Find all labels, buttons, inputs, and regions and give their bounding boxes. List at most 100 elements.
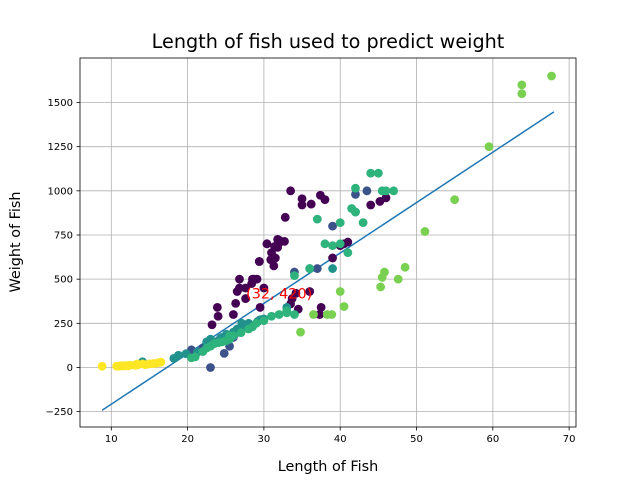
point-annotation: (32, 420) — [246, 286, 312, 302]
ticks: 10 20 30 40 50 60 70 −250 0 250 500 750 1000 1250 1500 — [46, 98, 576, 445]
data-point — [274, 310, 284, 319]
data-points — [97, 71, 556, 372]
data-point — [305, 287, 315, 296]
data-point — [312, 264, 322, 273]
y-tick-label: 1250 — [48, 142, 73, 153]
data-point — [320, 195, 330, 205]
y-tick-label: 750 — [54, 230, 73, 241]
data-point — [231, 298, 241, 308]
data-point — [280, 212, 290, 222]
data-point — [335, 287, 345, 296]
data-point — [212, 303, 222, 312]
data-point — [377, 186, 387, 196]
data-point — [517, 80, 527, 90]
data-point — [306, 199, 316, 209]
data-point — [190, 352, 200, 362]
y-tick-label: 250 — [54, 319, 73, 330]
data-point — [389, 186, 399, 196]
data-point — [320, 239, 330, 249]
data-point — [270, 253, 280, 263]
x-tick-label: 60 — [486, 434, 499, 445]
data-point — [351, 189, 360, 199]
data-point — [280, 236, 289, 246]
data-point — [547, 71, 556, 81]
data-point — [236, 328, 246, 338]
data-point — [286, 186, 296, 196]
x-tick-label: 70 — [563, 434, 576, 445]
chart-title: Length of fish used to predict weight — [152, 30, 505, 53]
data-point — [207, 320, 217, 330]
x-axis-label: Length of Fish — [278, 459, 379, 475]
data-point — [351, 207, 360, 217]
data-point — [225, 331, 234, 341]
data-point — [219, 348, 229, 358]
y-tick-label: 1500 — [48, 98, 73, 109]
y-axis-label: Weight of Fish — [8, 191, 24, 292]
y-tick-label: 1000 — [48, 186, 73, 197]
data-point — [309, 310, 318, 319]
data-point — [517, 89, 527, 99]
x-tick-label: 20 — [181, 434, 194, 445]
data-point — [380, 267, 389, 277]
data-point — [343, 248, 353, 258]
y-tick-label: 0 — [67, 363, 73, 374]
data-point — [235, 283, 244, 293]
data-point — [206, 363, 215, 372]
data-point — [328, 221, 337, 231]
data-point — [235, 274, 244, 284]
data-point — [296, 327, 305, 337]
data-point — [339, 302, 349, 311]
data-point — [262, 239, 272, 249]
data-point — [328, 253, 337, 263]
y-tick-label: −250 — [46, 407, 73, 418]
data-point — [315, 310, 325, 319]
data-point — [269, 261, 279, 271]
axes — [79, 57, 577, 428]
data-point — [252, 274, 262, 284]
x-tick-label: 10 — [105, 434, 118, 445]
data-point — [362, 186, 372, 196]
data-point — [358, 218, 368, 228]
data-point — [290, 310, 299, 319]
data-point — [328, 241, 337, 250]
data-point — [156, 357, 166, 367]
regression-line — [101, 111, 555, 411]
data-point — [291, 288, 301, 298]
data-point — [282, 308, 292, 318]
data-point — [400, 262, 410, 272]
data-point — [327, 310, 337, 319]
data-point — [335, 239, 345, 249]
data-point — [351, 183, 360, 193]
data-point — [259, 316, 269, 326]
data-point — [373, 168, 383, 178]
data-point — [213, 311, 223, 321]
data-point — [254, 257, 264, 266]
x-tick-label: 30 — [258, 434, 271, 445]
data-point — [312, 214, 322, 224]
data-point — [297, 200, 307, 210]
data-point — [366, 168, 376, 178]
data-point — [484, 142, 494, 152]
data-point — [335, 218, 345, 228]
x-tick-label: 40 — [334, 434, 347, 445]
data-point — [255, 303, 265, 312]
data-point — [393, 274, 403, 284]
data-point — [259, 283, 269, 293]
data-point — [174, 350, 183, 360]
data-point — [290, 271, 299, 281]
data-point — [133, 360, 143, 370]
data-point — [267, 311, 276, 321]
data-point — [316, 303, 326, 312]
plot-frame — [79, 57, 577, 428]
data-point — [420, 227, 430, 236]
data-point — [297, 194, 307, 204]
x-tick-label: 50 — [410, 434, 423, 445]
data-point — [228, 310, 238, 319]
data-point — [241, 283, 250, 293]
data-point — [97, 361, 107, 371]
data-point — [305, 264, 315, 273]
data-point — [328, 264, 337, 273]
regression-line-layer — [101, 111, 555, 411]
data-point — [366, 200, 376, 210]
